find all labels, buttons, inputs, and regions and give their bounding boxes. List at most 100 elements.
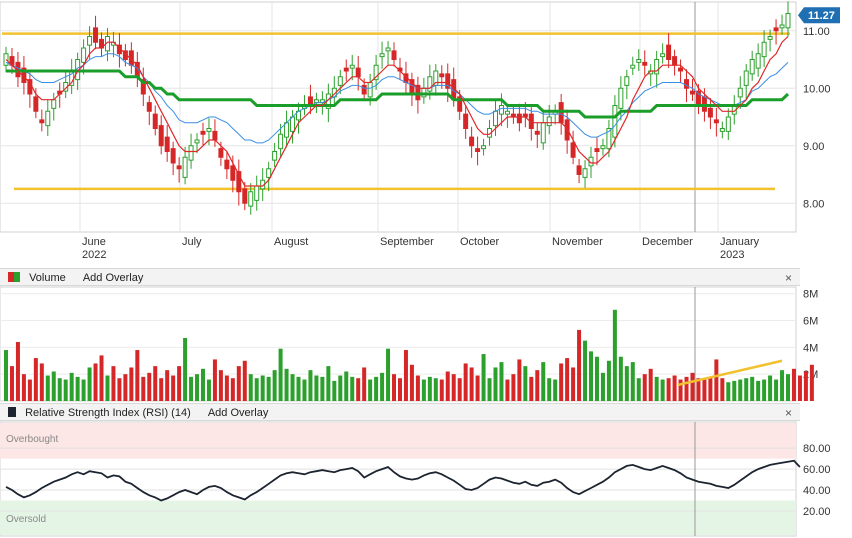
- volume-bar: [87, 367, 92, 401]
- candle-body: [707, 107, 713, 118]
- candle-body: [284, 122, 290, 138]
- volume-bar: [33, 358, 38, 401]
- candle-body: [594, 148, 600, 152]
- candle-body: [212, 130, 218, 141]
- candle-body: [164, 136, 170, 152]
- candle-body: [773, 27, 779, 32]
- volume-bar: [242, 360, 247, 401]
- candle-body: [642, 61, 648, 66]
- volume-bar: [571, 367, 576, 401]
- candle-body: [218, 148, 224, 158]
- volume-bar: [708, 376, 713, 401]
- overbought-label: Overbought: [6, 434, 58, 445]
- volume-bar: [63, 379, 68, 401]
- volume-bar: [403, 350, 408, 401]
- candle-body: [767, 36, 773, 40]
- rsi-close-icon[interactable]: ×: [784, 406, 792, 420]
- candle-body: [51, 99, 57, 109]
- volume-bar: [344, 371, 349, 401]
- candle-body: [272, 151, 278, 161]
- volume-bar: [547, 378, 552, 401]
- volume-bar: [666, 378, 671, 401]
- volume-bar: [99, 355, 104, 401]
- candle-body: [606, 128, 612, 150]
- volume-bar: [147, 372, 152, 401]
- last-price-label: 11.27: [808, 10, 835, 22]
- candle-body: [146, 102, 152, 112]
- candle-body: [236, 171, 242, 193]
- volume-bar: [230, 378, 235, 401]
- volume-bar: [69, 372, 74, 401]
- volume-bar: [439, 379, 444, 401]
- volume-bar: [212, 359, 217, 401]
- volume-bar: [332, 380, 337, 401]
- rsi-tick-label: 40.00: [803, 485, 831, 497]
- volume-close-icon[interactable]: ×: [784, 271, 792, 285]
- volume-bar: [135, 350, 140, 401]
- volume-bar: [421, 379, 426, 401]
- candle-body: [654, 59, 660, 75]
- rsi-add-overlay-button[interactable]: Add Overlay: [207, 407, 269, 419]
- volume-bar: [654, 376, 659, 401]
- candle-body: [725, 116, 731, 132]
- volume-bar: [409, 364, 414, 401]
- volume-bar: [714, 359, 719, 401]
- volume-bar: [606, 360, 611, 401]
- volume-bar: [380, 372, 385, 401]
- candle-body: [779, 24, 785, 29]
- volume-bar: [493, 367, 498, 401]
- volume-bar: [553, 379, 558, 401]
- volume-bar: [153, 366, 158, 401]
- volume-bar: [75, 376, 80, 401]
- volume-bar: [183, 337, 188, 401]
- candle-body: [660, 53, 666, 58]
- volume-bar: [51, 371, 56, 401]
- volume-bar: [338, 375, 343, 401]
- candle-body: [481, 145, 487, 150]
- candle-body: [713, 119, 719, 124]
- candle-body: [278, 133, 284, 150]
- volume-bar: [296, 376, 301, 401]
- volume-bar: [523, 366, 528, 401]
- candle-body: [564, 119, 570, 141]
- volume-bar: [780, 370, 785, 401]
- x-tick-label: January: [720, 236, 760, 248]
- volume-bar: [529, 376, 534, 401]
- rsi-line: [5, 459, 801, 502]
- volume-bar: [218, 370, 223, 401]
- candle-body: [194, 139, 200, 144]
- candle-body: [373, 64, 379, 81]
- volume-bar: [236, 366, 241, 401]
- candle-body: [492, 110, 498, 127]
- volume-bar: [744, 378, 749, 401]
- volume-bar: [356, 378, 361, 401]
- candle-body: [618, 87, 624, 109]
- volume-add-overlay-button[interactable]: Add Overlay: [82, 272, 144, 284]
- volume-bar: [642, 374, 647, 401]
- candle-body: [206, 128, 212, 132]
- volume-bar: [738, 379, 743, 401]
- candle-body: [93, 27, 99, 43]
- volume-bar: [141, 376, 146, 401]
- volume-bar: [129, 367, 134, 401]
- volume-bar: [684, 376, 689, 401]
- y-tick-label: 9.00: [803, 141, 824, 153]
- volume-bar: [696, 378, 701, 401]
- candle-body: [672, 56, 678, 66]
- volume-panel-header: Volume Add Overlay ×: [0, 268, 800, 286]
- rsi-label: Relative Strength Index (RSI) (14): [25, 407, 191, 419]
- volume-bar: [541, 362, 546, 401]
- volume-bar: [224, 375, 229, 401]
- volume-bar: [278, 348, 283, 401]
- volume-bar: [463, 363, 468, 401]
- volume-bar: [111, 366, 116, 401]
- candle-body: [749, 59, 755, 75]
- volume-bar: [195, 374, 200, 401]
- volume-bar: [583, 340, 588, 401]
- candle-body: [540, 122, 546, 144]
- candle-body: [140, 79, 146, 95]
- candle-body: [516, 113, 522, 124]
- candle-body: [188, 145, 194, 161]
- candle-body: [266, 168, 272, 178]
